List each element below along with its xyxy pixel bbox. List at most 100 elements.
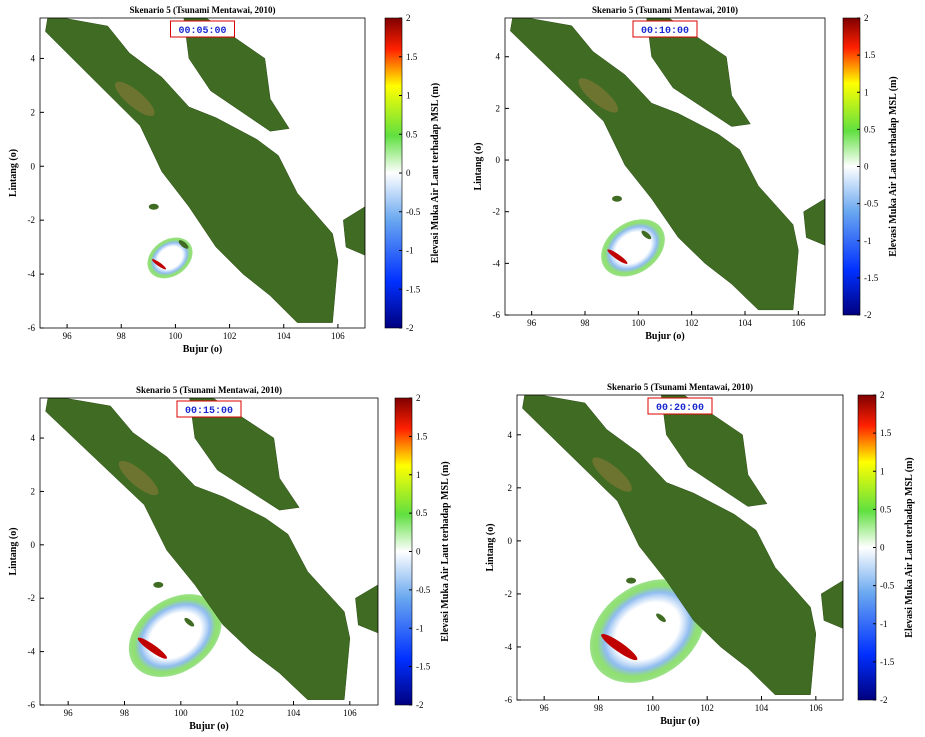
land — [45, 18, 339, 323]
time-box — [632, 20, 698, 38]
land — [803, 198, 825, 246]
colorbar-tick-label: -0.5 — [406, 207, 421, 217]
colorbar-tick-label: -1.5 — [864, 273, 879, 283]
x-tick-label: 106 — [343, 708, 357, 718]
x-tick-label: 100 — [632, 318, 646, 328]
y-tick-label: -6 — [28, 700, 36, 710]
colorbar-tick-label: 1.5 — [864, 50, 876, 60]
y-tick-label: 0 — [31, 540, 36, 550]
colorbar-tick-label: 1 — [880, 466, 885, 476]
highland — [114, 81, 155, 117]
axes-frame — [39, 397, 379, 706]
x-axis-label: Bujur (o) — [183, 344, 223, 355]
wave-crest — [607, 249, 628, 264]
colorbar-tick-label: -1.5 — [406, 284, 421, 294]
y-tick-label: -4 — [493, 258, 501, 268]
map-area — [40, 18, 365, 328]
y-tick-label: 4 — [31, 53, 36, 63]
colorbar-tick-label: 0 — [416, 547, 421, 557]
colorbar-tick-label: -2 — [880, 695, 888, 705]
tsunami-wave — [589, 579, 705, 683]
tsunami-wave — [147, 237, 193, 279]
x-tick-label: 102 — [685, 318, 699, 328]
colorbar-tick-label: 2 — [880, 390, 885, 400]
y-tick-label: 0 — [31, 161, 36, 171]
colorbar-label: Elevasi Muka Air Laut terhadap MSL (m) — [904, 457, 915, 637]
y-tick-label: -6 — [28, 323, 36, 333]
colorbar-tick-label: 0.5 — [880, 504, 892, 514]
x-tick-label: 98 — [594, 703, 604, 713]
x-tick-label: 98 — [581, 318, 591, 328]
x-tick-label: 106 — [331, 331, 345, 341]
colorbar-tick-label: 1.5 — [406, 52, 418, 62]
land — [522, 395, 817, 695]
panel-title: Skenario 5 (Tsunami Mentawai, 2010) — [607, 382, 753, 392]
x-tick-label: 102 — [223, 331, 237, 341]
x-tick-label: 104 — [738, 318, 752, 328]
colorbar-tick-label: -0.5 — [880, 581, 895, 591]
colorbar-tick-label: 1 — [406, 91, 411, 101]
x-axis-label: Bujur (o) — [660, 716, 700, 727]
y-axis-label: Lintang (o) — [485, 523, 496, 571]
time-label: 00:10:00 — [641, 26, 689, 37]
colorbar-tick-label: 1 — [416, 470, 421, 480]
x-tick-label: 96 — [540, 703, 550, 713]
colorbar-tick-label: -0.5 — [416, 585, 431, 595]
island — [184, 617, 195, 627]
time-label: 00:20:00 — [656, 403, 704, 414]
wave-crest — [137, 637, 168, 659]
land — [821, 580, 843, 629]
y-tick-label: -4 — [505, 642, 513, 652]
map-area — [517, 395, 843, 700]
y-tick-label: -6 — [493, 310, 501, 320]
colorbar-label: Elevasi Muka Air Laut terhadap MSL (m) — [440, 461, 451, 641]
colorbar-tick-label: -2 — [416, 700, 424, 710]
land — [510, 18, 799, 311]
colorbar-tick-label: 2 — [406, 13, 411, 23]
highland — [578, 78, 619, 113]
x-tick-label: 104 — [277, 331, 291, 341]
island — [148, 203, 159, 210]
colorbar-tick-label: -1.5 — [416, 662, 431, 672]
y-tick-label: 2 — [508, 483, 513, 493]
colorbar-tick-label: -0.5 — [864, 199, 879, 209]
land — [343, 206, 365, 256]
colorbar-tick-label: -2 — [406, 323, 414, 333]
y-tick-label: -2 — [28, 593, 36, 603]
colorbar-tick-label: 0 — [406, 168, 411, 178]
y-tick-label: -4 — [28, 269, 36, 279]
y-axis-label: Lintang (o) — [8, 527, 19, 575]
colorbar-tick-label: 2 — [416, 393, 421, 403]
wave-crest — [151, 259, 167, 270]
y-tick-label: -2 — [505, 589, 513, 599]
colorbar-tick-label: -1 — [864, 236, 872, 246]
colorbar-tick-label: -1 — [416, 623, 424, 633]
x-tick-label: 102 — [230, 708, 244, 718]
y-tick-label: 4 — [496, 52, 501, 62]
wave-crest — [601, 633, 638, 661]
colorbar-tick-label: -1.5 — [880, 657, 895, 667]
x-tick-label: 98 — [117, 331, 127, 341]
x-axis-label: Bujur (o) — [189, 721, 229, 732]
y-tick-label: 0 — [508, 536, 513, 546]
tsunami-wave — [601, 219, 665, 277]
x-tick-label: 106 — [809, 703, 823, 713]
x-tick-label: 102 — [700, 703, 714, 713]
panel-title: Skenario 5 (Tsunami Mentawai, 2010) — [592, 5, 738, 15]
y-tick-label: -4 — [28, 647, 36, 657]
y-tick-label: 4 — [508, 430, 513, 440]
x-tick-label: 96 — [63, 331, 73, 341]
highland — [118, 460, 159, 496]
colorbar-tick-label: 2 — [864, 13, 869, 23]
island — [656, 613, 666, 623]
colorbar-tick-label: 1 — [864, 87, 869, 97]
y-tick-label: 2 — [496, 103, 501, 113]
y-tick-label: 0 — [496, 155, 501, 165]
x-tick-label: 100 — [646, 703, 660, 713]
x-axis-label: Bujur (o) — [645, 331, 685, 342]
map-area — [505, 18, 825, 315]
